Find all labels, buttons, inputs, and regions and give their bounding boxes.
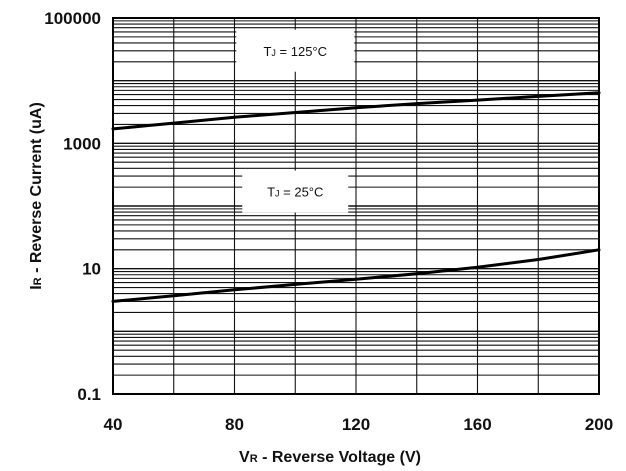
plot-frame (112, 17, 600, 395)
x-tick-label: 80 (225, 415, 244, 434)
x-axis-title: VR - Reverse Voltage (V) (239, 449, 421, 466)
x-tick-label: 120 (342, 415, 370, 434)
y-tick-labels: 0.1 10 1000 100000 (44, 9, 101, 404)
series-line-1 (111, 91, 601, 131)
annotation-label: TJ = 25°C (267, 185, 323, 200)
annotations: TJ = 125°C TJ = 25°C (236, 29, 355, 213)
y-tick-label: 1000 (63, 134, 101, 153)
y-axis-title: IR - Reverse Current (uA) (28, 102, 45, 290)
annotation-label: TJ = 125°C (263, 44, 327, 59)
annotation-box (236, 29, 355, 72)
series-line-2 (111, 248, 601, 303)
annotation-box (242, 170, 349, 213)
y-tick-label: 0.1 (77, 385, 101, 404)
series-lines (111, 91, 601, 303)
y-tick-label: 100000 (44, 9, 101, 28)
x-tick-label: 160 (463, 415, 491, 434)
x-tick-label: 200 (585, 415, 613, 434)
grid (113, 18, 599, 395)
x-tick-labels: 40 80 120 160 200 (104, 415, 614, 434)
x-tick-label: 40 (104, 415, 123, 434)
y-tick-label: 10 (82, 260, 101, 279)
